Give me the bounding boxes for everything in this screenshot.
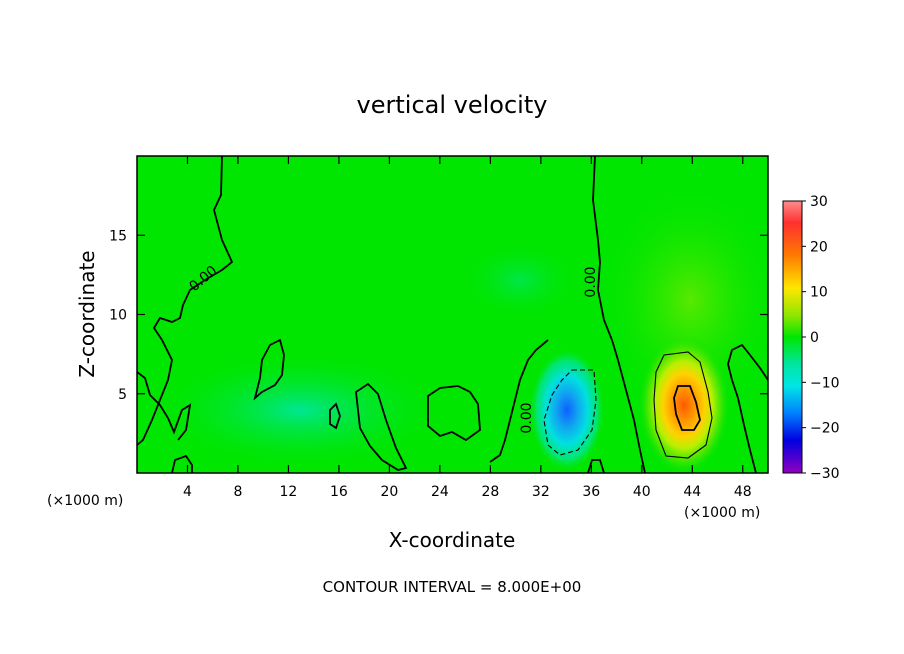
updraft-halo (595, 180, 768, 420)
x-axis: 4 8 12 16 20 24 28 32 36 40 44 48 (183, 156, 752, 500)
contour-label: 0.00 (519, 402, 535, 433)
weak-downdraft-region (150, 350, 450, 470)
x-tick-label: 24 (431, 484, 449, 500)
colorbar (782, 200, 803, 474)
x-tick-label: 40 (633, 484, 651, 500)
x-unit-left: (×1000 m) (47, 493, 123, 509)
x-tick-label: 44 (683, 484, 701, 500)
colorbar-tick-label: −30 (810, 466, 840, 482)
colorbar-tick-label: 30 (810, 194, 828, 210)
chart-title: vertical velocity (357, 91, 548, 119)
x-axis-label: X-coordinate (389, 528, 516, 552)
negative-contour-8 (543, 369, 597, 456)
y-tick-label: 5 (118, 387, 127, 403)
contour-interval-note: CONTOUR INTERVAL = 8.000E+00 (323, 578, 582, 596)
zero-contour-blob (253, 338, 285, 401)
y-axis: 5 10 15 (109, 228, 768, 403)
zero-contour-east (727, 343, 768, 473)
x-tick-label: 36 (582, 484, 600, 500)
updraft-core (638, 335, 730, 473)
zero-contour-blob (427, 385, 481, 442)
zero-contour-west-lower (137, 371, 192, 441)
x-tick-label: 16 (330, 484, 348, 500)
zero-contour-center (592, 156, 646, 473)
colorbar-ticks: 30 20 10 0 −10 −20 −30 (802, 194, 840, 482)
x-tick-label: 32 (532, 484, 550, 500)
x-tick-label: 12 (280, 484, 298, 500)
positive-contour-16 (673, 385, 701, 431)
weak-downdraft-region (460, 240, 580, 320)
colorbar-tick-label: 0 (810, 330, 819, 346)
contour-lines (137, 156, 768, 473)
zero-contour-blob (355, 382, 408, 471)
positive-contour-8 (653, 351, 713, 459)
zero-contour-ground (171, 454, 193, 473)
y-tick-label: 15 (109, 228, 127, 244)
x-tick-label: 48 (734, 484, 752, 500)
y-tick-label: 10 (109, 308, 127, 324)
plot-area: 0.00 0.00 0.00 (137, 156, 768, 473)
x-unit-right: (×1000 m) (684, 505, 760, 521)
zero-contour-ground (587, 459, 605, 473)
x-tick-label: 8 (233, 484, 242, 500)
y-axis-label: Z-coordinate (75, 250, 99, 377)
downdraft-core (529, 348, 605, 472)
colorbar-tick-label: −20 (810, 421, 840, 437)
x-tick-label: 28 (481, 484, 499, 500)
zero-contour-blob (329, 402, 341, 430)
colorbar-tick-label: −10 (810, 375, 840, 391)
zero-contour-mid (489, 339, 549, 463)
colorbar-tick-label: 20 (810, 239, 828, 255)
x-tick-label: 20 (380, 484, 398, 500)
x-tick-label: 4 (183, 484, 192, 500)
contour-label: 0.00 (583, 266, 599, 297)
colorbar-tick-label: 10 (810, 285, 828, 301)
zero-contour-west (137, 156, 234, 446)
